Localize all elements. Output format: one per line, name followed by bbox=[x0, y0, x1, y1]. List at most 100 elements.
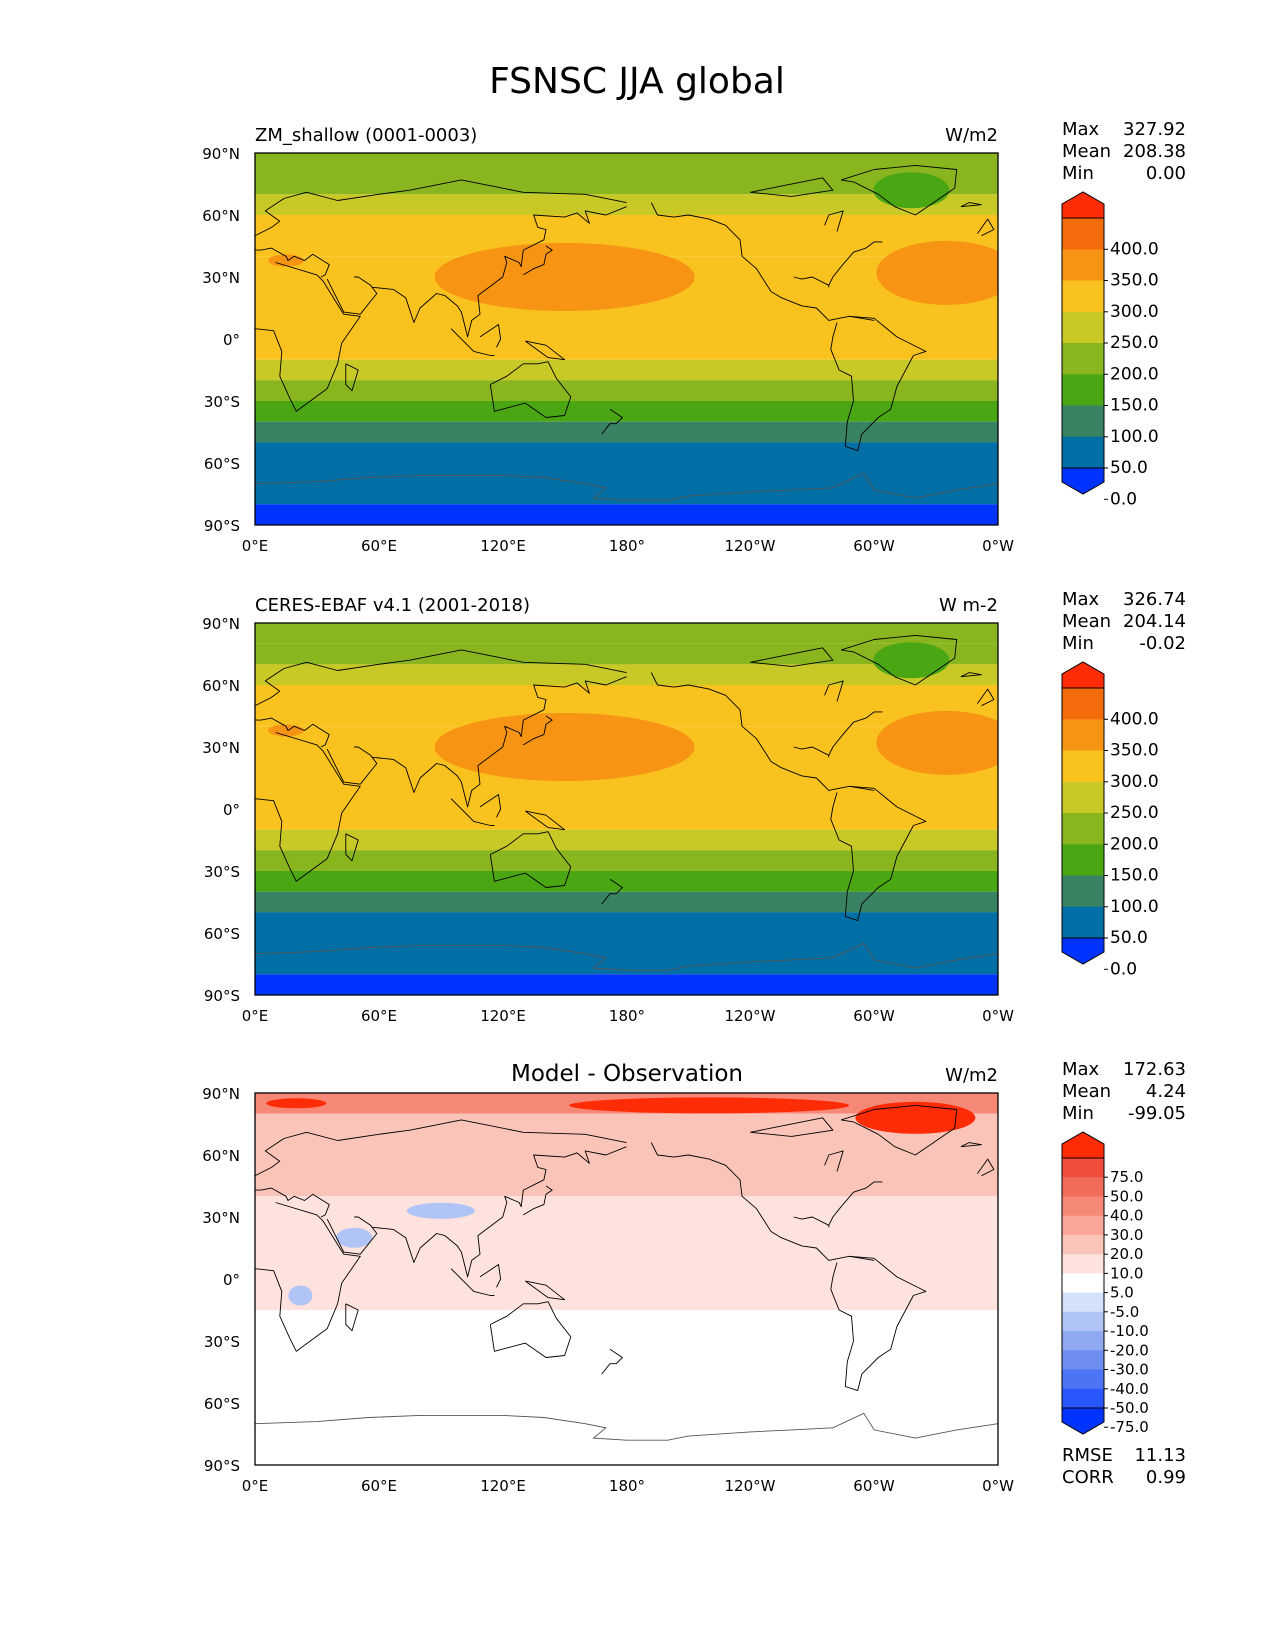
lat-tick: 90°S bbox=[204, 987, 240, 1005]
lon-tick: 60°E bbox=[361, 537, 397, 555]
antarctica-coastline bbox=[255, 1412, 998, 1441]
coastline bbox=[523, 715, 553, 746]
panel-units: W/m2 bbox=[945, 1065, 998, 1086]
colorbar-tick-label: 250.0 bbox=[1110, 803, 1159, 823]
stat-value: 0.99 bbox=[1146, 1467, 1186, 1488]
stat-label: Max bbox=[1062, 1059, 1100, 1080]
colorbar: 400.0 350.0 300.0 250.0 200.0 150.0 100.0 50.0 0… bbox=[1061, 661, 1159, 979]
colorbar-frame bbox=[1061, 1157, 1105, 1409]
colorbar-segment bbox=[1062, 1196, 1104, 1217]
colorbar-tick-label: 20.0 bbox=[1110, 1245, 1143, 1263]
colorbar-segment bbox=[1062, 218, 1104, 250]
coastline bbox=[479, 324, 502, 348]
stat-value: -0.02 bbox=[1139, 633, 1186, 654]
map-area bbox=[254, 1092, 999, 1466]
colorbar-tick-label: -50.0 bbox=[1110, 1399, 1149, 1417]
lat-tick: 60°N bbox=[202, 677, 240, 695]
colorbar-segment bbox=[1062, 1311, 1104, 1332]
coastline bbox=[255, 247, 330, 278]
colorbar-tick-label: -5.0 bbox=[1110, 1303, 1139, 1321]
colorbar-segment bbox=[1062, 1215, 1104, 1236]
colorbar-extend-max bbox=[1061, 1131, 1105, 1159]
coastline bbox=[372, 1146, 627, 1278]
coastline bbox=[793, 276, 830, 288]
map-feature bbox=[434, 243, 695, 311]
coastline bbox=[255, 1187, 330, 1218]
lon-tick: 60°W bbox=[853, 1477, 895, 1495]
coastline bbox=[960, 672, 982, 678]
stat-label: CORR bbox=[1062, 1467, 1114, 1488]
lat-tick: 90°N bbox=[202, 615, 240, 633]
colorbar-segment bbox=[1062, 249, 1104, 282]
zonal-band bbox=[255, 643, 998, 665]
latitude-axis: 90°N 60°N 30°N 0° 30°S 60°S 90°S bbox=[202, 145, 240, 535]
stat-label: Min bbox=[1062, 633, 1094, 654]
panel-center-title: Model - Observation bbox=[511, 1061, 743, 1087]
zonal-band bbox=[255, 871, 998, 892]
colorbar-segment bbox=[1062, 374, 1104, 407]
coastline bbox=[372, 676, 627, 808]
zonal-band bbox=[255, 850, 998, 871]
zonal-band bbox=[255, 1310, 998, 1465]
colorbar-tick-label: -75.0 bbox=[1110, 1418, 1149, 1436]
stat-value: 204.14 bbox=[1123, 611, 1186, 632]
colorbar-extend-min bbox=[1061, 1407, 1105, 1435]
map-feature bbox=[873, 642, 950, 679]
colorbar-extend-max bbox=[1061, 191, 1105, 219]
colorbar-tick-label: 30.0 bbox=[1110, 1226, 1143, 1244]
colorbar-segment bbox=[1062, 1350, 1104, 1370]
colorbar-segment bbox=[1062, 1158, 1104, 1178]
colorbar: 75.0 50.040.030.020.010.0 5.0-5.0-10.0-20.… bbox=[1061, 1131, 1149, 1436]
coastline bbox=[479, 794, 502, 818]
lon-tick: 0°E bbox=[242, 1007, 269, 1025]
map-feature bbox=[873, 172, 950, 209]
colorbar-segment bbox=[1062, 906, 1104, 939]
coastline bbox=[525, 340, 566, 361]
colorbar-tick-label: 400.0 bbox=[1110, 239, 1159, 259]
colorbar-segment bbox=[1062, 1273, 1104, 1294]
colorbar-extend-min bbox=[1061, 937, 1105, 965]
stat-value: 208.38 bbox=[1123, 141, 1186, 162]
zonal-band bbox=[255, 974, 998, 995]
error-stats: RMSE 11.13 CORR 0.99 bbox=[1062, 1445, 1186, 1488]
coastline bbox=[255, 649, 627, 707]
colorbar-segment bbox=[1062, 405, 1104, 438]
coastline bbox=[750, 177, 834, 197]
coastline bbox=[255, 1202, 361, 1352]
coastline bbox=[525, 810, 566, 831]
stat-value: 327.92 bbox=[1123, 119, 1186, 140]
map-feature bbox=[268, 254, 304, 267]
coastline bbox=[650, 1142, 875, 1261]
colorbar-tick-label: -20.0 bbox=[1110, 1341, 1149, 1359]
colorbar-tick-label: 100.0 bbox=[1110, 427, 1159, 447]
coastline bbox=[793, 746, 830, 758]
coastline bbox=[830, 785, 927, 922]
lat-tick: 30°N bbox=[202, 269, 240, 287]
coastline bbox=[793, 1216, 830, 1228]
stat-label: Max bbox=[1062, 589, 1100, 610]
colorbar-tick-label: 50.0 bbox=[1110, 458, 1148, 478]
zonal-band bbox=[255, 380, 998, 401]
coastline bbox=[523, 1185, 553, 1216]
coastline bbox=[824, 680, 844, 702]
colorbar-tick-label: 100.0 bbox=[1110, 897, 1159, 917]
stat-value: 0.00 bbox=[1146, 163, 1186, 184]
lon-tick: 0°W bbox=[982, 537, 1014, 555]
lon-tick: 60°E bbox=[361, 1007, 397, 1025]
lon-tick: 180° bbox=[609, 1007, 645, 1025]
coastline bbox=[977, 1158, 995, 1177]
longitude-axis: 0°E 60°E 120°E 180° 120°W 60°W 0°W bbox=[242, 537, 1014, 555]
panel-units: W m-2 bbox=[939, 595, 998, 616]
colorbar: 400.0 350.0 300.0 250.0 200.0 150.0 100.0 50.0 0… bbox=[1061, 191, 1159, 509]
coastline bbox=[489, 361, 572, 418]
coastline bbox=[489, 831, 572, 888]
colorbar-tick-label: 150.0 bbox=[1110, 866, 1159, 886]
antarctica-coastline bbox=[255, 942, 998, 971]
stat-label: Min bbox=[1062, 163, 1094, 184]
lat-tick: 60°N bbox=[202, 207, 240, 225]
coastline bbox=[525, 1280, 566, 1301]
lon-tick: 60°W bbox=[853, 1007, 895, 1025]
lat-tick: 60°S bbox=[204, 455, 240, 473]
colorbar-segment bbox=[1062, 280, 1104, 313]
panel-units: W/m2 bbox=[945, 125, 998, 146]
